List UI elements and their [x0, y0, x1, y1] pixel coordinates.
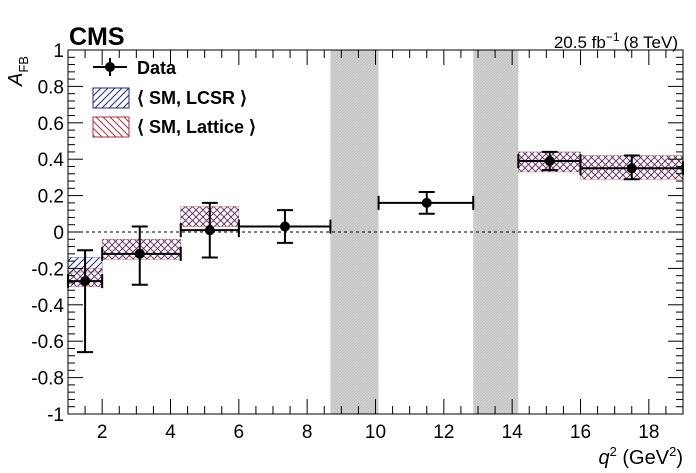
- data-marker: [421, 197, 432, 208]
- legend-label-lattice: ⟨ SM, Lattice ⟩: [137, 117, 256, 137]
- legend-item-data: Data: [93, 58, 177, 78]
- y-tick-label: 0.8: [38, 77, 64, 98]
- y-axis-title: AFB: [5, 56, 31, 87]
- x-tick-label: 10: [365, 422, 386, 443]
- y-tick-label: -0.8: [31, 369, 64, 390]
- x-tick-label: 14: [502, 422, 524, 443]
- legend: Data ⟨ SM, LCSR ⟩ ⟨ SM, Lattice ⟩: [92, 58, 256, 138]
- experiment-label: CMS: [69, 23, 125, 51]
- data-marker: [134, 248, 145, 259]
- data-point: [579, 154, 684, 181]
- x-tick-label: 16: [570, 422, 591, 443]
- y-tick-label: -0.2: [31, 259, 64, 280]
- x-tick-label: 2: [97, 422, 108, 443]
- data-marker: [80, 276, 91, 287]
- legend-lattice-swatch: [92, 116, 130, 138]
- legend-item-lcsr: ⟨ SM, LCSR ⟩: [92, 87, 247, 109]
- y-tick-label: 1: [53, 41, 64, 62]
- luminosity-label: 20.5 fb−1 (8 TeV): [554, 30, 678, 52]
- data-points: [67, 150, 684, 354]
- y-tick-label: 0.6: [38, 114, 64, 135]
- data-point: [179, 201, 240, 259]
- legend-item-lattice: ⟨ SM, Lattice ⟩: [92, 116, 256, 138]
- y-tick-label: -0.6: [31, 332, 64, 353]
- x-tick-label: 6: [234, 422, 245, 443]
- y-tick-label: 0.2: [38, 187, 64, 208]
- legend-lcsr-swatch: [92, 87, 130, 109]
- data-marker: [279, 221, 290, 232]
- data-marker: [544, 156, 555, 167]
- x-tick-label: 4: [165, 422, 176, 443]
- lumi-exponent: −1: [606, 30, 620, 44]
- data-marker: [204, 225, 215, 236]
- y-tick-label: -0.4: [31, 296, 64, 317]
- data-point: [101, 225, 182, 286]
- data-point: [237, 209, 332, 244]
- legend-label-lcsr: ⟨ SM, LCSR ⟩: [137, 88, 247, 108]
- data-point: [67, 249, 104, 354]
- x-axis-title: q2 (GeV2): [598, 444, 683, 469]
- x-tick-label: 18: [638, 422, 659, 443]
- y-axis-ticks: -1 -0.8 -0.6 -0.4 -0.2 0 0.2 0.4 0.6 0.8 1: [31, 41, 683, 426]
- vetoed-region: [330, 50, 379, 414]
- x-axis-ticks: 2 4 6 8 10 12 14 16 18: [67, 50, 684, 443]
- x-tick-label: 8: [302, 422, 313, 443]
- y-tick-label: 0.4: [38, 150, 65, 171]
- data-point: [377, 190, 475, 215]
- legend-marker-icon: [105, 62, 115, 72]
- lumi-energy: (8 TeV): [624, 33, 679, 52]
- y-tick-label: 0: [53, 223, 64, 244]
- data-marker: [626, 163, 637, 174]
- y-tick-label: -1: [47, 405, 64, 426]
- legend-label-data: Data: [137, 58, 177, 78]
- x-tick-label: 12: [433, 422, 454, 443]
- lumi-value: 20.5 fb: [554, 33, 606, 52]
